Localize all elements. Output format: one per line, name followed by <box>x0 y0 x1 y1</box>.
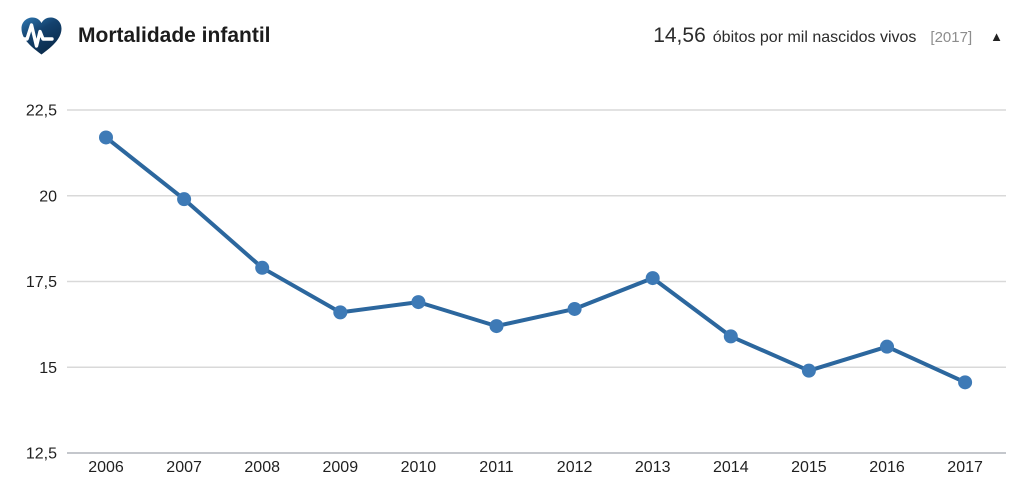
x-tick-label: 2011 <box>479 459 514 476</box>
x-tick-label: 2009 <box>323 459 359 476</box>
data-point[interactable] <box>177 192 192 207</box>
data-point[interactable] <box>99 130 113 145</box>
y-tick-label: 22,5 <box>26 103 57 120</box>
x-tick-label: 2007 <box>166 459 202 476</box>
data-point[interactable] <box>880 339 894 354</box>
indicator-title: Mortalidade infantil <box>78 24 271 47</box>
data-point[interactable] <box>411 295 426 310</box>
collapse-button[interactable]: ▲ <box>990 30 1003 43</box>
x-tick-label: 2010 <box>401 459 437 476</box>
x-tick-label: 2012 <box>557 459 593 476</box>
chevron-up-icon: ▲ <box>990 28 1003 44</box>
indicator-header: Mortalidade infantil 14,56 óbitos por mi… <box>0 0 1033 72</box>
y-tick-label: 17,5 <box>26 274 57 291</box>
chart-area: 22,5 20 17,5 15 12,5 2006 2007 2008 2009 2010 2011… <box>0 80 1033 500</box>
indicator-summary: 14,56 óbitos por mil nascidos vivos [201… <box>653 24 1003 48</box>
heartbeat-heart-icon <box>14 17 62 55</box>
x-tick-label: 2013 <box>635 459 671 476</box>
data-point[interactable] <box>567 301 582 316</box>
data-point[interactable] <box>958 375 973 390</box>
x-tick-label: 2016 <box>869 459 905 476</box>
data-point[interactable] <box>723 329 738 344</box>
data-line <box>104 135 968 385</box>
x-tick-label: 2008 <box>244 459 280 476</box>
data-point[interactable] <box>645 271 660 286</box>
y-tick-label: 12,5 <box>26 446 57 463</box>
indicator-year-badge: [2017] <box>930 29 973 46</box>
data-point[interactable] <box>801 363 816 378</box>
data-point[interactable] <box>333 305 348 320</box>
x-tick-label: 2014 <box>713 459 749 476</box>
x-tick-label: 2015 <box>791 459 827 476</box>
data-point[interactable] <box>489 319 504 334</box>
indicator-value: 14,56 <box>653 24 706 47</box>
x-tick-label: 2006 <box>88 459 124 476</box>
data-point[interactable] <box>255 260 270 275</box>
y-tick-label: 15 <box>39 360 57 377</box>
indicator-header-left: Mortalidade infantil <box>14 13 271 59</box>
x-tick-label: 2017 <box>947 459 983 476</box>
indicator-unit: óbitos por mil nascidos vivos <box>712 29 917 46</box>
pulse-line <box>14 23 54 48</box>
line-chart: 22,5 20 17,5 15 12,5 2006 2007 2008 2009 2010 2011… <box>26 103 1006 476</box>
y-tick-label: 20 <box>39 188 57 205</box>
